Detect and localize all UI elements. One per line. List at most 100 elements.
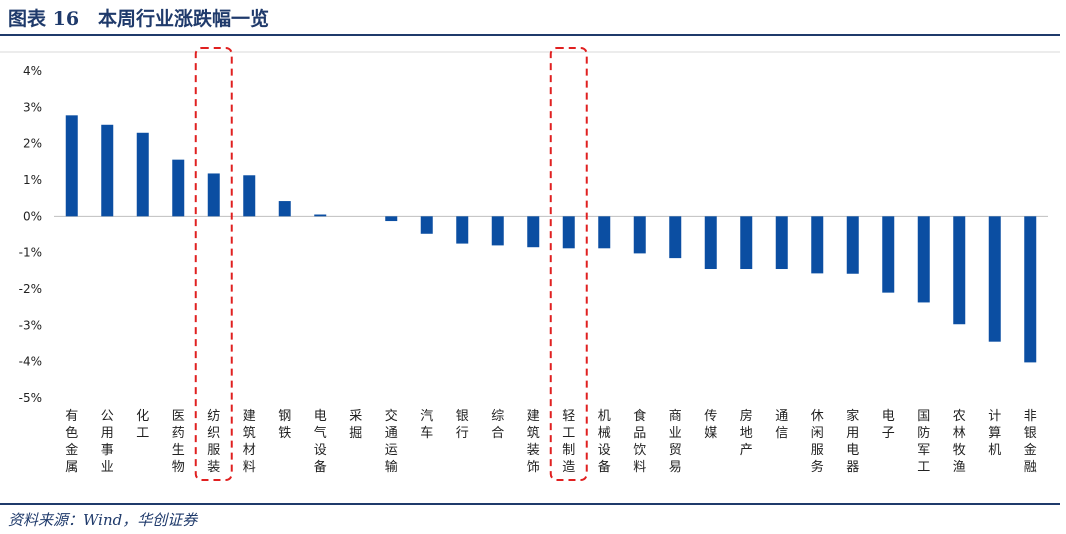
category-label-char: 医 [172,409,185,424]
highlight-box [549,47,588,481]
y-tick-label: 1% [23,173,42,187]
category-label-char: 防 [917,425,930,441]
bar [953,216,966,325]
category-label-char: 色 [65,425,78,441]
bar [101,124,114,217]
category-label-char: 通 [385,426,398,441]
category-label-char: 信 [775,426,788,441]
bar [562,216,575,249]
bar [775,216,788,270]
y-tick-label: 4% [23,64,42,78]
category-label-char: 气 [314,425,327,441]
y-tick-label: -2% [19,282,42,296]
category-label-char: 制 [562,443,575,458]
category-label-char: 军 [917,443,930,458]
category-label-char: 设 [314,443,327,458]
bar [704,216,717,270]
category-label-char: 织 [207,426,220,441]
category-label-char: 银 [456,409,469,424]
category-label-char: 饮 [633,443,646,458]
category-label-char: 合 [491,426,504,441]
category-label-char: 械 [598,426,611,441]
highlight-box [194,47,233,481]
category-label-char: 休 [811,409,824,424]
category-label-char: 电 [314,409,327,424]
category-label-char: 装 [207,460,220,475]
category-label-char: 业 [101,460,114,475]
category-label-char: 铁 [278,426,291,441]
bar [136,132,149,217]
bar [314,214,327,217]
category-label-char: 综 [491,409,504,424]
category-label-char: 造 [562,460,575,475]
category-label-char: 交 [385,408,398,424]
category-label-char: 掘 [349,426,362,441]
figure-source: 资料来源：Wind，华创证券 [8,511,198,529]
category-label-char: 装 [527,443,540,458]
category-label-char: 备 [314,459,327,475]
category-label-char: 料 [633,460,646,475]
category-label-char: 材 [243,443,256,458]
footer-divider [0,503,1060,505]
y-tick-label: 3% [23,100,42,114]
category-label-char: 机 [598,409,611,424]
category-label-char: 金 [1024,442,1037,458]
bar [740,216,753,270]
category-label-char: 车 [420,425,433,441]
category-label-char: 通 [775,409,788,424]
category-label-char: 钢 [278,409,291,424]
bar [207,173,220,217]
bar [385,216,398,222]
category-label-char: 化 [136,409,149,424]
category-label-char: 林 [953,426,966,441]
category-label-char: 器 [846,460,859,475]
category-label-char: 纺 [207,409,220,424]
bar [456,216,469,244]
y-tick-label: -3% [19,318,42,332]
category-label-char: 商 [669,409,682,424]
category-label-char: 运 [385,443,398,458]
bar [65,115,78,217]
category-label-char: 农 [953,409,966,424]
category-label-char: 生 [172,443,185,458]
category-label-char: 饰 [527,460,540,475]
category-label-char: 牧 [953,443,966,458]
category-label-char: 筑 [527,425,540,441]
category-label-char: 电 [882,409,895,424]
bar [527,216,540,248]
bar [598,216,611,249]
category-label-char: 筑 [243,425,256,441]
category-label-char: 汽 [420,409,433,424]
bar [278,201,291,217]
category-label-char: 易 [669,460,682,475]
category-label-char: 家 [846,408,859,424]
y-tick-label: -1% [19,246,42,260]
bar [1024,216,1037,363]
category-label-char: 贸 [669,443,682,458]
category-label-char: 输 [385,459,398,475]
category-label-char: 备 [598,459,611,475]
category-label-char: 电 [846,443,859,458]
bar [633,216,646,254]
category-label-char: 计 [988,409,1001,424]
category-label-char: 事 [101,443,114,458]
figure-title: 图表 16 本周行业涨跌幅一览 [8,8,270,30]
y-tick-label: -4% [19,355,42,369]
category-label-char: 设 [598,443,611,458]
category-label-char: 建 [243,409,256,424]
bar [420,216,433,234]
category-label-char: 公 [101,409,114,424]
category-label-char: 产 [740,443,753,458]
category-label-char: 融 [1024,460,1037,475]
category-label-char: 服 [811,443,824,458]
category-label-char: 媒 [704,426,717,441]
category-label-char: 用 [101,426,114,441]
bar [491,216,504,246]
category-label-char: 务 [811,459,824,475]
category-label-char: 传 [704,409,717,424]
category-label-char: 行 [456,426,469,441]
bar [917,216,930,303]
y-tick-label: 0% [23,209,42,223]
category-label-char: 银 [1024,426,1037,441]
